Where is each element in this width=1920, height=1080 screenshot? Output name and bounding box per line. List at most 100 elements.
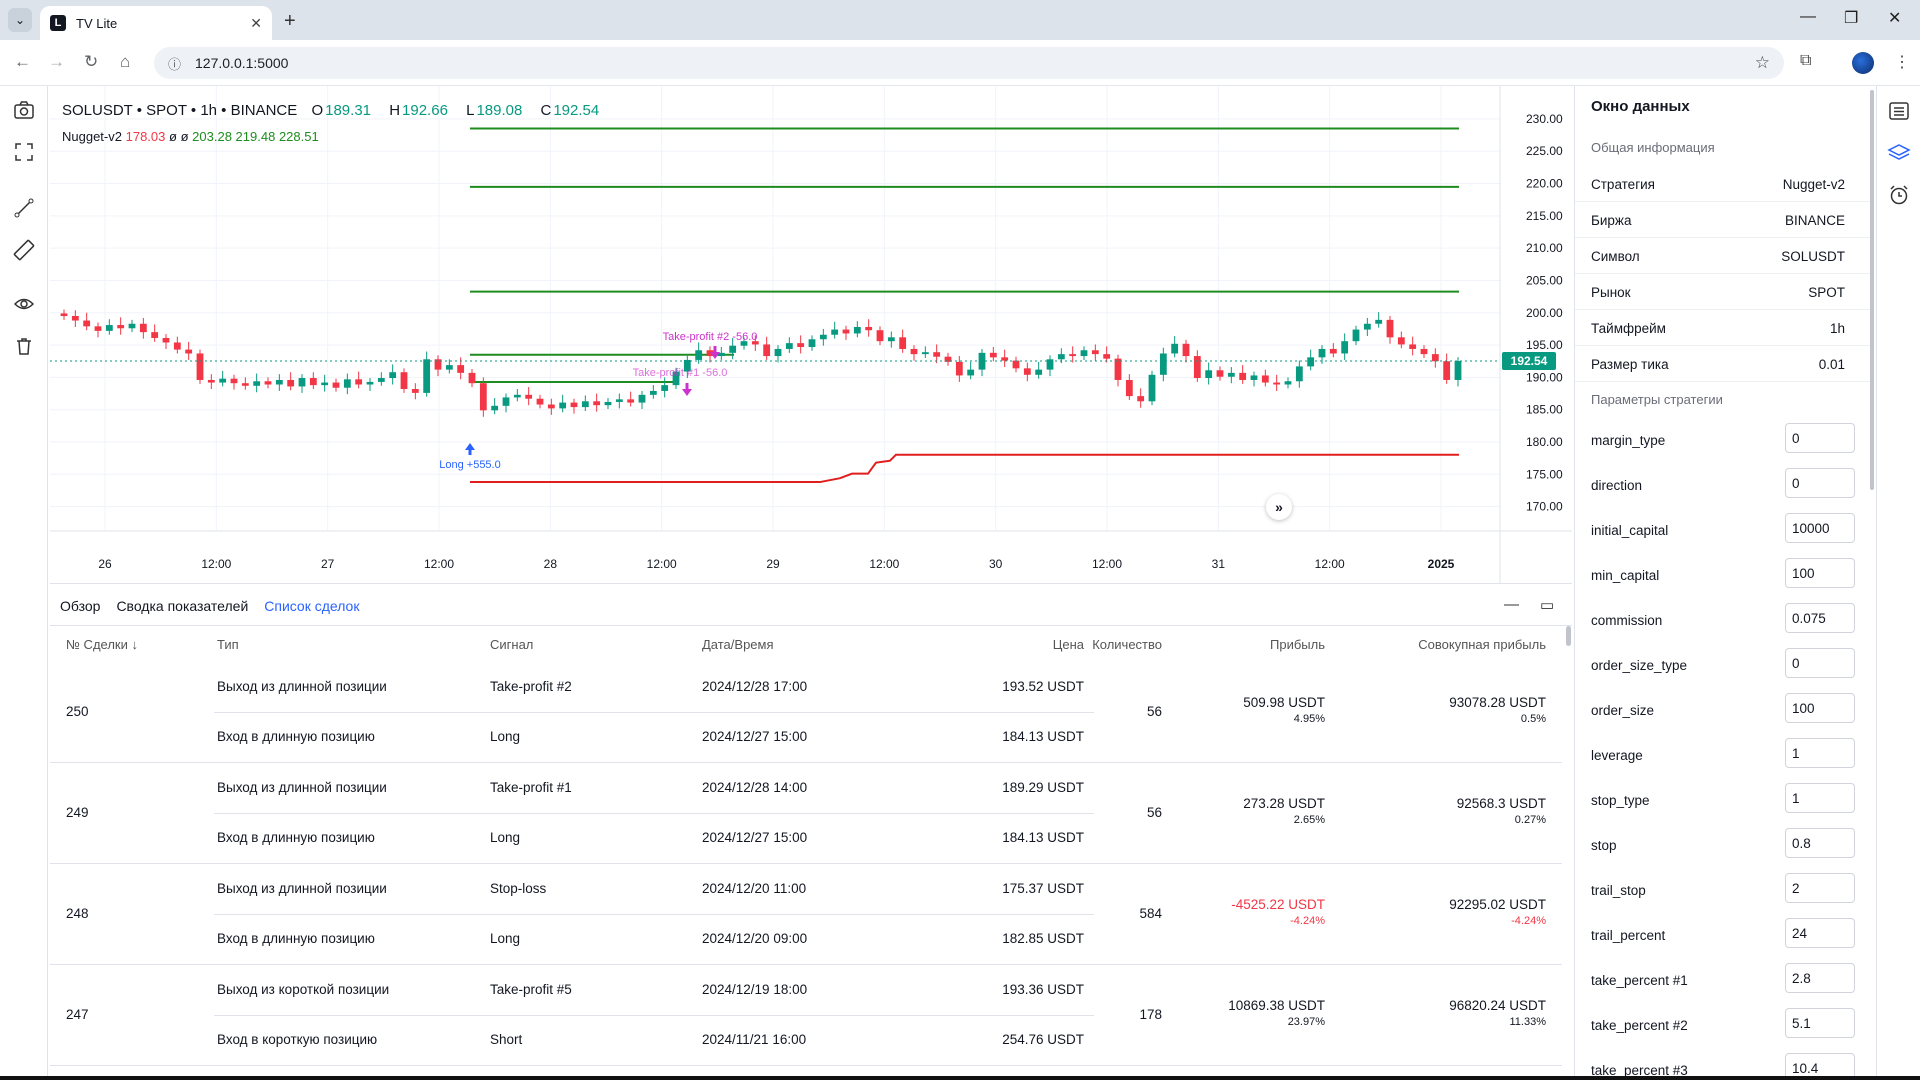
row-divider: [214, 1015, 1094, 1016]
param-input[interactable]: [1785, 648, 1855, 678]
trash-icon[interactable]: [10, 332, 38, 360]
candle-body: [1431, 354, 1439, 362]
browser-tabbar: ⌄ L TV Lite ✕ + — ❐ ✕: [0, 0, 1920, 40]
eye-icon[interactable]: [10, 290, 38, 318]
trade-cum-profit: 92295.02 USDT -4.24%: [1449, 897, 1546, 929]
trend-line-icon[interactable]: [10, 194, 38, 222]
tab-trades-list[interactable]: Список сделок: [264, 597, 360, 614]
browser-tab[interactable]: L TV Lite ✕: [40, 6, 272, 40]
maximize-panel-icon[interactable]: ▭: [1540, 597, 1555, 614]
param-input[interactable]: [1785, 468, 1855, 498]
param-input[interactable]: [1785, 1008, 1855, 1038]
candle-body: [808, 339, 816, 348]
bookmark-star-icon[interactable]: ☆: [1754, 53, 1770, 72]
candle-body: [275, 379, 283, 385]
param-input[interactable]: [1785, 603, 1855, 633]
site-info-icon[interactable]: ⓘ: [168, 56, 182, 72]
extensions-icon[interactable]: ⧉: [1800, 52, 1812, 69]
current-price-badge: [1502, 351, 1556, 370]
layers-icon[interactable]: [1886, 140, 1912, 166]
param-input[interactable]: [1785, 693, 1855, 723]
candle-body: [1443, 361, 1451, 380]
trade-entry-price: 254.76 USDT: [1002, 1032, 1084, 1047]
minimize-panel-icon[interactable]: —: [1504, 596, 1519, 613]
strategy-panel: Обзор Сводка показателей Список сделок —…: [50, 586, 1572, 1080]
scroll-to-realtime-button[interactable]: »: [1266, 494, 1292, 520]
table-row[interactable]: 250 Выход из длинной позиции Take-profit #…: [50, 662, 1562, 763]
col-num[interactable]: № Сделки ↓: [66, 637, 138, 652]
trade-cum-pct: -4.24%: [1511, 915, 1546, 927]
param-input[interactable]: [1785, 558, 1855, 588]
param-input[interactable]: [1785, 513, 1855, 543]
trade-exit-price: 193.36 USDT: [1002, 982, 1084, 997]
candle-body: [196, 353, 204, 380]
minimize-icon[interactable]: —: [1800, 8, 1816, 25]
param-input[interactable]: [1785, 873, 1855, 903]
trades-table-header: № Сделки ↓ Тип Сигнал Дата/Время Цена Ко…: [50, 626, 1562, 662]
list-icon[interactable]: [1886, 98, 1912, 124]
menu-dots-icon[interactable]: ⋮: [1894, 54, 1910, 71]
indicator-legend[interactable]: Nugget-v2 178.03 ø ø 203.28 219.48 228.5…: [62, 129, 319, 144]
data-key: Размер тика: [1591, 357, 1669, 372]
param-input[interactable]: [1785, 783, 1855, 813]
candle-body: [219, 378, 227, 383]
reload-icon[interactable]: ↻: [84, 52, 99, 71]
candle-body: [706, 350, 714, 357]
row-divider: [214, 712, 1094, 713]
alarm-clock-icon[interactable]: [1886, 182, 1912, 208]
data-window-scrollbar[interactable]: [1870, 90, 1874, 490]
tab-list-button[interactable]: ⌄: [8, 8, 32, 32]
restore-icon[interactable]: ❐: [1844, 10, 1859, 27]
profile-avatar[interactable]: [1852, 52, 1874, 74]
param-input[interactable]: [1785, 828, 1855, 858]
candle-body: [83, 320, 91, 327]
candle-body: [105, 325, 113, 331]
table-scrollbar[interactable]: [1566, 626, 1571, 646]
candle-body: [525, 394, 533, 399]
col-profit: Прибыль: [1270, 637, 1325, 652]
candle-body: [309, 378, 317, 386]
param-input[interactable]: [1785, 738, 1855, 768]
param-input[interactable]: [1785, 423, 1855, 453]
trade-entry-price: 182.85 USDT: [1002, 931, 1084, 946]
candle-body: [151, 332, 159, 338]
param-input[interactable]: [1785, 1053, 1855, 1080]
trade-profit-pct: 4.95%: [1293, 713, 1325, 725]
long-entry-marker: Long +555.0: [439, 459, 500, 471]
candle-body: [491, 405, 499, 411]
candle-body: [1409, 344, 1417, 349]
tab-summary[interactable]: Сводка показателей: [116, 597, 249, 614]
candle-body: [536, 398, 544, 405]
table-row[interactable]: 247 Выход из короткой позиции Take-profit …: [50, 965, 1562, 1066]
chart-canvas[interactable]: 230.00 225.00 220.00 215.00 210.00 205.00 200.…: [50, 86, 1572, 584]
price-chart[interactable]: 230.00 225.00 220.00 215.00 210.00 205.00 200.…: [50, 86, 1572, 584]
candle-body: [1261, 375, 1269, 383]
param-key: take_percent #3: [1591, 1063, 1688, 1078]
table-row[interactable]: 248 Выход из длинной позиции Stop-loss 2024…: [50, 864, 1562, 965]
trade-number: 249: [66, 805, 89, 820]
time-tick-label: 12:00: [424, 557, 454, 571]
back-icon[interactable]: ←: [14, 52, 31, 71]
fullscreen-icon[interactable]: [10, 138, 38, 166]
address-bar[interactable]: ⓘ 127.0.0.1:5000 ☆: [154, 47, 1784, 79]
candle-body: [1069, 354, 1077, 357]
home-icon[interactable]: ⌂: [120, 52, 131, 71]
window-close-icon[interactable]: ✕: [1888, 10, 1902, 27]
close-tab-icon[interactable]: ✕: [250, 14, 262, 31]
table-row[interactable]: 249 Выход из длинной позиции Take-profit #…: [50, 763, 1562, 864]
candle-body: [468, 372, 476, 384]
param-input[interactable]: [1785, 963, 1855, 993]
candle-body: [1239, 372, 1247, 380]
ruler-icon[interactable]: [10, 236, 38, 264]
param-input[interactable]: [1785, 918, 1855, 948]
camera-icon[interactable]: [10, 96, 38, 124]
candle-body: [774, 348, 782, 357]
candle-body: [1273, 382, 1281, 385]
trade-cum-value: 92295.02 USDT: [1449, 897, 1546, 912]
candle-body: [627, 399, 635, 403]
price-tick-label: 170.00: [1526, 500, 1563, 514]
forward-icon[interactable]: →: [48, 52, 65, 71]
tab-overview[interactable]: Обзор: [60, 597, 101, 614]
price-tick-label: 210.00: [1526, 241, 1563, 255]
new-tab-button[interactable]: +: [284, 10, 296, 32]
